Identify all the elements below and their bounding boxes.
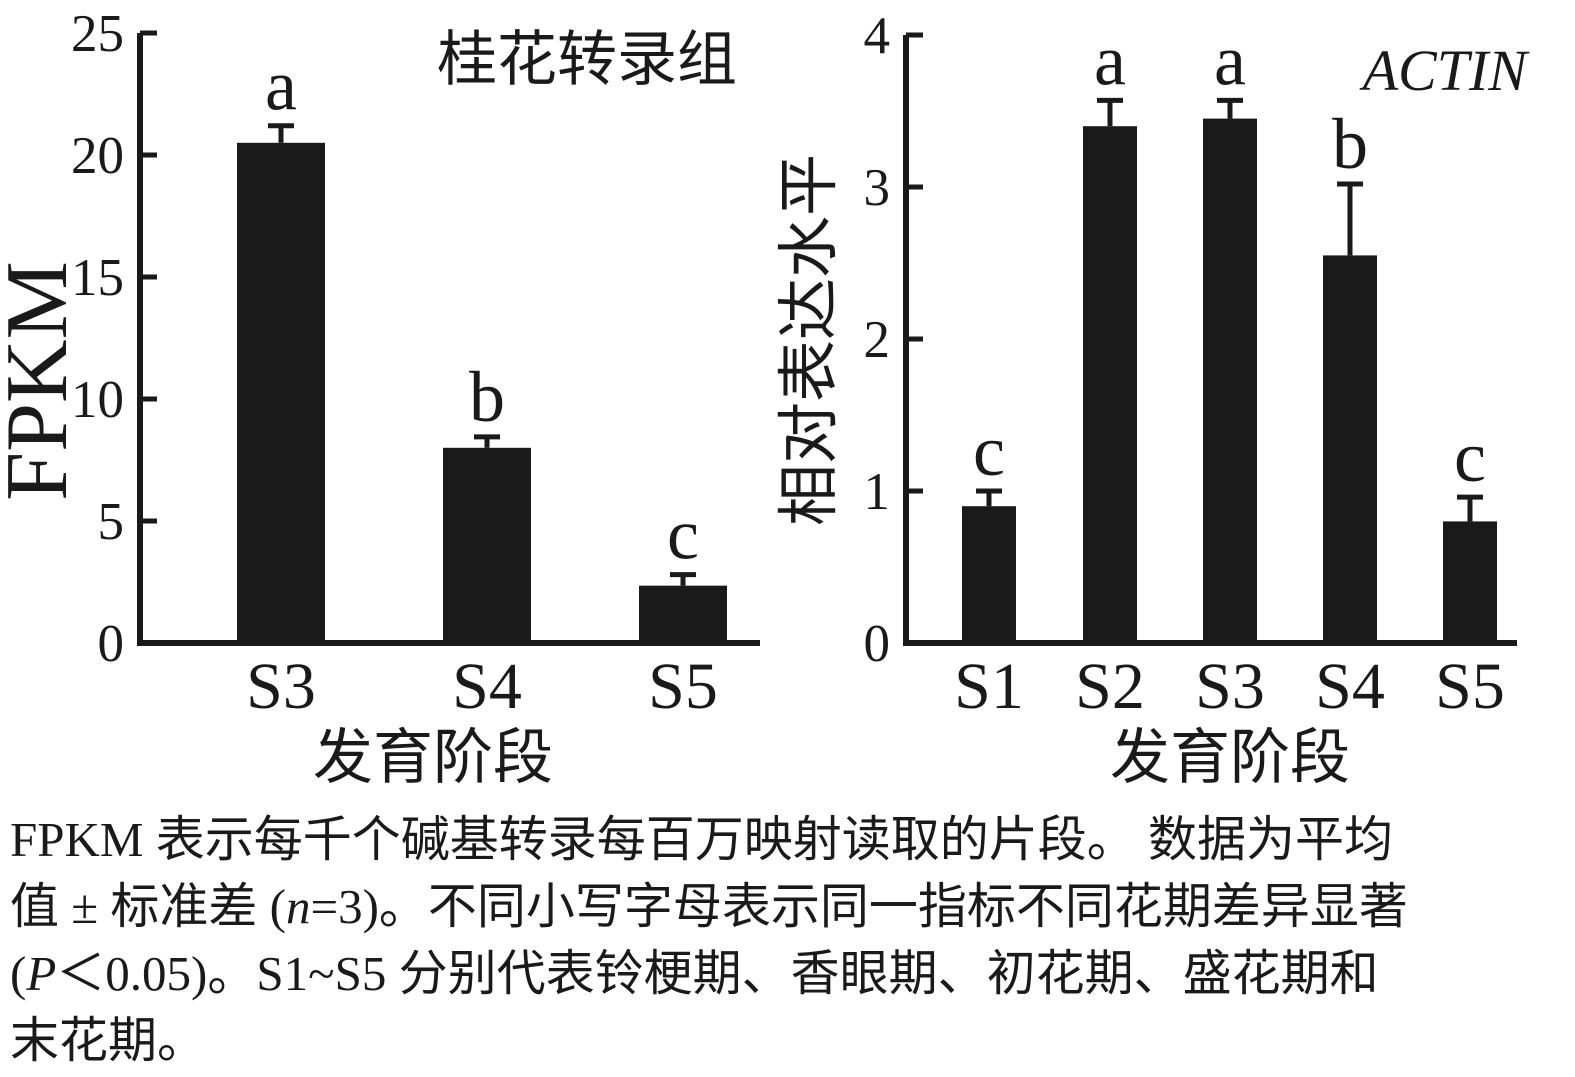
sig-letter: b <box>1332 104 1368 184</box>
sig-letter: c <box>667 495 699 575</box>
caption-line: 末花期。 <box>10 1007 1573 1074</box>
sig-letter: c <box>1454 417 1486 497</box>
y-tick-label: 4 <box>864 7 891 65</box>
x-tick-label: S4 <box>1315 650 1385 723</box>
bar-s5 <box>639 585 727 643</box>
x-tick-label: S2 <box>1075 650 1145 723</box>
x-axis-label: 发育阶段 <box>313 725 553 791</box>
caption: FPKM 表示每千个碱基转录每百万映射读取的片段。 数据为平均值 ± 标准差 (… <box>10 806 1573 1074</box>
y-tick-label: 15 <box>71 249 124 307</box>
y-tick-label: 3 <box>864 159 891 217</box>
bar-s5 <box>1443 521 1497 643</box>
y-tick-label: 20 <box>71 127 124 185</box>
chart-title: 桂花转录组 <box>437 27 737 93</box>
bar-s4 <box>443 447 531 643</box>
bar-s3 <box>1203 118 1257 644</box>
y-tick-label: 0 <box>864 615 891 673</box>
bar-plot-transcriptome: 0 5 10 15 20 25 a S3 b S4 c S5 <box>71 5 760 723</box>
sig-letter: c <box>973 411 1005 491</box>
bar-s2 <box>1083 126 1137 643</box>
sig-letter: a <box>1214 20 1246 100</box>
bar-s1 <box>962 506 1016 643</box>
chart-transcriptome: 0 5 10 15 20 25 a S3 b S4 c S5 桂花转录组 FPKM 发育阶段 <box>0 0 790 800</box>
caption-segment: 值 ± 标准差 ( <box>10 879 286 934</box>
chart-actin: 0 1 2 3 4 c S1 a S2 a S3 b S4 c S5 ACTIN 相对表达水平 发育阶段 <box>760 0 1575 800</box>
caption-italic-segment: n <box>285 879 311 934</box>
caption-italic-segment: P <box>26 946 57 1001</box>
x-axis-label: 发育阶段 <box>1110 725 1350 791</box>
caption-segment: 末花期。 <box>10 1013 207 1068</box>
chart-title: ACTIN <box>1362 38 1527 103</box>
sig-letter: a <box>1094 20 1126 100</box>
y-axis-label: FPKM <box>0 261 86 501</box>
caption-line: 值 ± 标准差 (n=3)。不同小写字母表示同一指标不同花期差异显著 <box>10 873 1573 940</box>
x-tick-label: S5 <box>1435 650 1505 723</box>
y-axis-label: 相对表达水平 <box>776 153 844 527</box>
caption-segment: FPKM 表示每千个碱基转录每百万映射读取的片段。 数据为平均 <box>10 812 1393 867</box>
caption-line: (P＜0.05)。S1~S5 分别代表铃梗期、香眼期、初花期、盛花期和 <box>10 940 1573 1007</box>
caption-line: FPKM 表示每千个碱基转录每百万映射读取的片段。 数据为平均 <box>10 806 1573 873</box>
caption-segment: ( <box>10 946 27 1001</box>
x-tick-label: S3 <box>1195 650 1265 723</box>
x-tick-label: S4 <box>452 650 522 723</box>
y-tick-label: 25 <box>71 5 124 63</box>
caption-segment: =3)。不同小写字母表示同一指标不同花期差异显著 <box>310 879 1408 934</box>
x-tick-label: S5 <box>648 650 718 723</box>
caption-segment: ＜0.05)。S1~S5 分别代表铃梗期、香眼期、初花期、盛花期和 <box>56 946 1379 1001</box>
y-tick-label: 10 <box>71 371 124 429</box>
bar-s4 <box>1323 255 1377 643</box>
y-tick-label: 1 <box>864 463 891 521</box>
x-tick-label: S3 <box>246 650 316 723</box>
x-tick-label: S1 <box>954 650 1024 723</box>
sig-letter: b <box>469 357 505 437</box>
bar-s3 <box>237 142 325 644</box>
y-tick-label: 0 <box>98 615 125 673</box>
sig-letter: a <box>265 46 297 126</box>
y-tick-label: 2 <box>864 311 891 369</box>
bar-plot-actin: 0 1 2 3 4 c S1 a S2 a S3 b S4 c S5 <box>864 7 1517 723</box>
y-tick-label: 5 <box>98 493 125 551</box>
